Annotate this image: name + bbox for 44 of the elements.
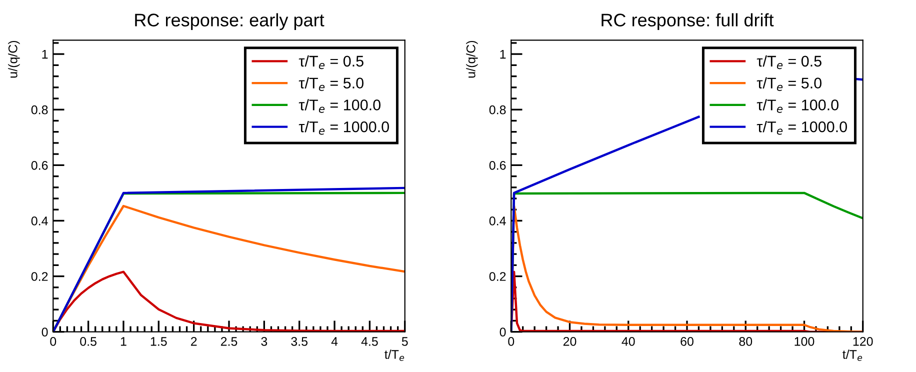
x-tick-label: 100 — [794, 337, 814, 346]
x-axis-title: t/T$_{e}$ — [384, 350, 404, 361]
y-tick-label: 0 — [500, 328, 506, 336]
y-tick-label: 0.2 — [31, 272, 48, 281]
y-tick-label: 0.4 — [489, 216, 506, 226]
x-tick-label: 2.5 — [220, 337, 238, 346]
x-tick-label: 4.5 — [361, 337, 378, 346]
y-tick-label: 1 — [500, 50, 506, 59]
x-tick-label: 80 — [739, 337, 752, 346]
y-axis-title: u/(q/C) — [466, 40, 478, 78]
legend-label: τ/T$_{e}$ = 1000.0 — [298, 121, 389, 135]
x-tick-label: 120 — [853, 337, 873, 346]
y-tick-label: 0.2 — [489, 272, 506, 281]
chart-title: RC response: early part — [135, 13, 324, 30]
x-tick-label: 20 — [563, 337, 576, 346]
chart-title: RC response: full drift — [602, 13, 774, 30]
legend-label: τ/T$_{e}$ = 1000.0 — [756, 121, 847, 135]
legend-label: τ/T$_{e}$ = 100.0 — [756, 99, 838, 113]
legend-label: τ/T$_{e}$ = 0.5 — [756, 55, 822, 70]
legend-label: τ/T$_{e}$ = 100.0 — [298, 99, 380, 113]
x-tick-label: 0 — [50, 337, 56, 346]
legend-label: τ/T$_{e}$ = 0.5 — [298, 55, 364, 70]
legend-label: τ/T$_{e}$ = 5.0 — [298, 77, 364, 91]
x-tick-label: 3 — [261, 337, 268, 346]
x-tick-label: 1 — [120, 337, 126, 346]
y-tick-label: 1 — [42, 50, 48, 59]
x-tick-label: 60 — [680, 337, 694, 346]
y-tick-label: 0.6 — [31, 160, 48, 170]
y-tick-label: 0.8 — [31, 105, 48, 114]
x-tick-label: 5 — [402, 337, 408, 346]
x-tick-label: 1.5 — [150, 337, 167, 346]
x-tick-label: 40 — [622, 337, 635, 346]
y-axis-title: u/(q/C) — [8, 40, 20, 78]
x-axis-title: t/T$_{e}$ — [842, 350, 862, 361]
y-tick-label: 0 — [42, 328, 48, 336]
x-tick-label: 4 — [331, 337, 338, 346]
x-tick-label: 2 — [190, 337, 197, 346]
x-tick-label: 0.5 — [80, 337, 96, 346]
y-tick-label: 0.8 — [489, 105, 506, 114]
x-tick-label: 0 — [508, 337, 514, 346]
legend-label: τ/T$_{e}$ = 5.0 — [756, 77, 822, 91]
y-tick-label: 0.4 — [31, 216, 48, 226]
x-tick-label: 3.5 — [291, 337, 308, 346]
y-tick-label: 0.6 — [489, 160, 506, 170]
